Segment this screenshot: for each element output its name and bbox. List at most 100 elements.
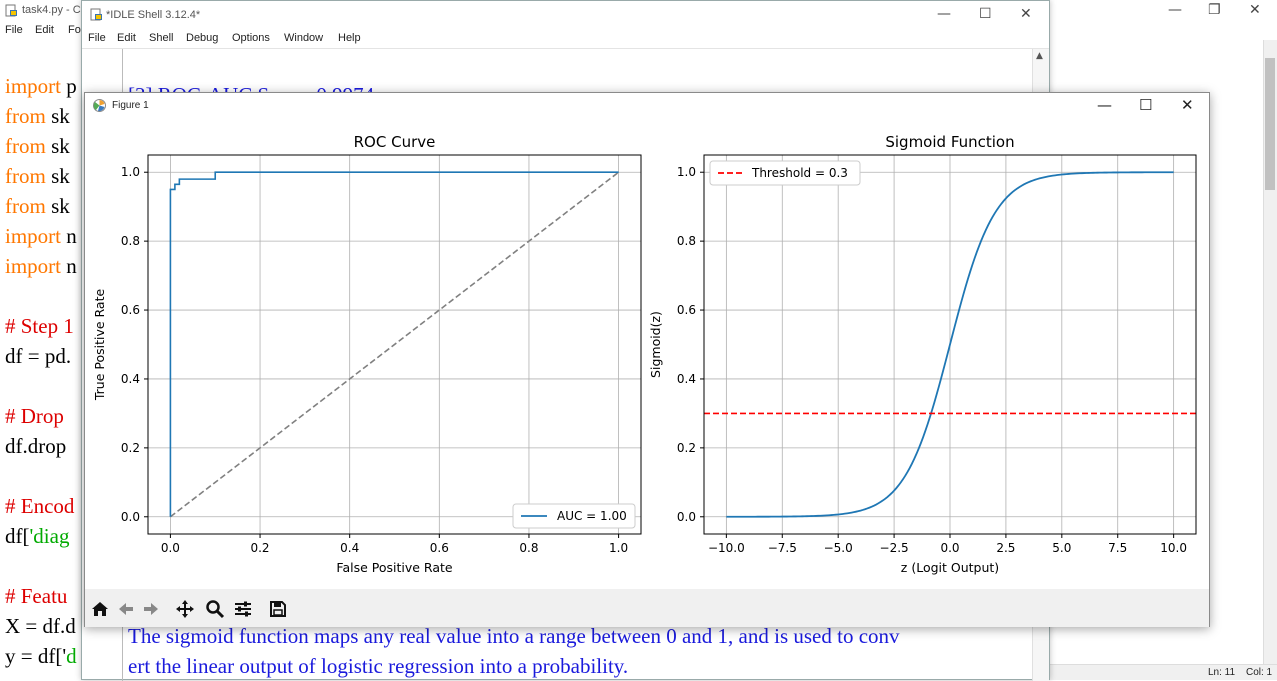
roc-curve-line [169,171,619,517]
y-axis-label: True Positive Rate [92,289,107,402]
code-line[interactable]: df.drop [5,434,66,459]
code-token: # Featu [5,584,68,608]
code-line[interactable]: from sk [5,134,70,159]
code-token: # Step 1 [5,314,74,338]
home-icon[interactable] [90,599,110,619]
code-token: n [66,224,77,248]
figure-maximize-button[interactable]: ☐ [1139,96,1153,114]
x-tick-label: 0.8 [519,541,538,555]
figure-canvas[interactable]: 0.0 0.2 0.4 0.6 0.8 1.0 0.0 0.2 0.4 0.6 0.8 1.0 ROC … [85,119,1209,589]
pan-icon[interactable] [175,599,195,619]
code-line[interactable]: X = df.d [5,614,76,639]
shell-menu-window[interactable]: Window [284,32,324,44]
shell-menu-file[interactable]: File [88,32,106,44]
y-tick-label: 0.8 [677,234,696,248]
y-tick-label: 0.2 [121,441,140,455]
legend-box [709,160,861,186]
close-button[interactable]: ✕ [1249,2,1261,18]
code-token: from [5,194,52,218]
code-line[interactable]: df = pd. [5,344,71,369]
figure-close-button[interactable]: ✕ [1181,96,1194,114]
python-file-icon [5,4,17,17]
shell-menu-edit[interactable]: Edit [117,32,136,44]
code-token: 'diag [29,524,70,548]
shell-output-line-1: The sigmoid function maps any real value… [128,624,900,648]
editor-scrollbar[interactable] [1263,40,1277,664]
menu-divider [82,48,1049,49]
menu-format[interactable]: Fo [68,24,81,36]
code-token: X = df.d [5,614,76,638]
shell-maximize-button[interactable]: ☐ [979,6,992,22]
code-line[interactable]: import p [5,74,77,99]
sigmoid-curve-line [726,171,1174,518]
code-token: from [5,104,52,128]
code-token: import [5,254,67,278]
code-token: sk [51,164,70,188]
shell-close-button[interactable]: ✕ [1020,6,1032,22]
back-icon[interactable] [116,599,136,619]
x-tick-label: 0.4 [340,541,359,555]
zoom-icon[interactable] [205,599,225,619]
diagonal-reference-line [169,171,620,518]
code-token: y = df[' [5,644,67,668]
shell-menu-help[interactable]: Help [338,32,361,44]
x-tick-label: 0.6 [430,541,449,555]
code-line[interactable]: from sk [5,194,70,219]
axes-frame [147,154,642,535]
x-tick-label: 0.0 [940,541,959,555]
x-tick-label: −5.0 [824,541,853,555]
legend-label: AUC = 1.00 [557,509,627,523]
shell-menu-options[interactable]: Options [232,32,270,44]
code-line[interactable]: import n [5,224,77,249]
y-tick-label: 0.6 [677,303,696,317]
configure-icon[interactable] [233,599,253,619]
editor-title: task4.py - C [22,4,81,16]
y-axis-label: Sigmoid(z) [648,311,663,378]
code-token: from [5,164,52,188]
menu-edit[interactable]: Edit [35,24,54,36]
figure-minimize-button[interactable]: — [1097,96,1112,114]
code-line[interactable]: y = df['d [5,644,77,669]
code-line[interactable]: # Encod [5,494,74,519]
legend-box [512,503,636,529]
matplotlib-icon [93,99,106,112]
code-line[interactable]: # Featu [5,584,67,609]
code-line[interactable]: # Step 1 [5,314,74,339]
idle-icon [90,8,102,21]
code-token: sk [51,134,70,158]
save-icon[interactable] [268,599,288,619]
minimize-button[interactable]: — [1168,2,1182,18]
x-tick-label: 5.0 [1052,541,1071,555]
x-tick-label: −7.5 [768,541,797,555]
chart-title: ROC Curve [354,133,436,151]
editor-scroll-thumb[interactable] [1265,58,1275,190]
code-token: p [66,74,77,98]
figure-titlebar[interactable] [85,93,1209,119]
x-tick-label: 10.0 [1160,541,1187,555]
x-tick-label: −10.0 [708,541,745,555]
code-line[interactable]: from sk [5,104,70,129]
x-tick-label: 0.0 [161,541,180,555]
forward-icon[interactable] [141,599,161,619]
restore-button[interactable]: ❐ [1208,2,1221,18]
y-tick-label: 0.6 [121,303,140,317]
shell-menu-shell[interactable]: Shell [149,32,174,44]
menu-file[interactable]: File [5,24,23,36]
x-tick-label: 0.2 [250,541,269,555]
status-col: Col: 1 [1246,667,1273,678]
code-token: df.drop [5,434,67,458]
x-tick-label: 1.0 [609,541,628,555]
y-tick-label: 0.0 [677,510,696,524]
code-line[interactable]: # Drop [5,404,64,429]
shell-minimize-button[interactable]: — [937,6,951,22]
code-token: sk [51,194,70,218]
code-token: df = pd. [5,344,72,368]
y-tick-label: 1.0 [121,165,140,179]
code-line[interactable]: from sk [5,164,70,189]
code-line[interactable]: df['diag [5,524,69,549]
code-line[interactable]: import n [5,254,77,279]
figure-title: Figure 1 [112,100,149,111]
y-tick-label: 0.2 [677,441,696,455]
shell-menu-debug[interactable]: Debug [186,32,219,44]
scroll-up-icon[interactable]: ▲ [1036,51,1043,61]
